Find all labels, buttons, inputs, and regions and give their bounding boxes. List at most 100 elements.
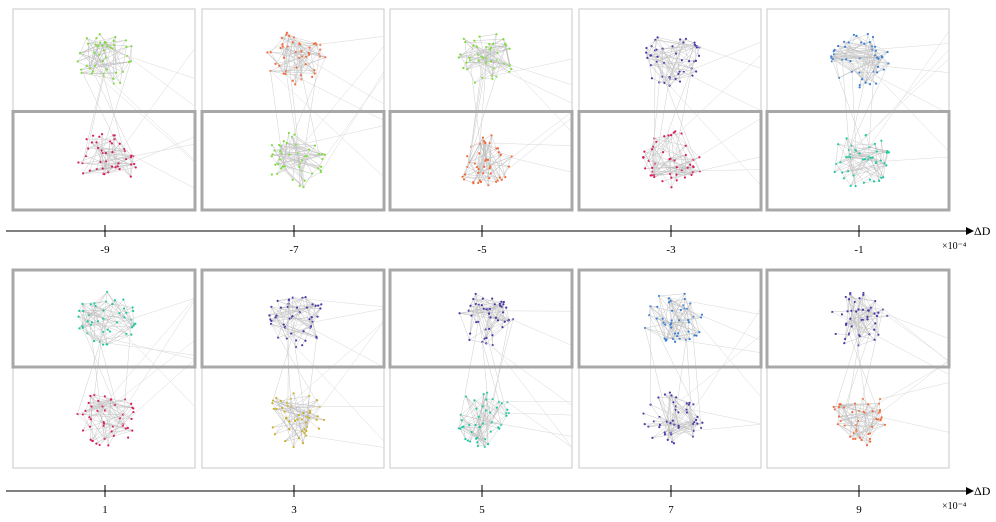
cross-edges: [831, 30, 950, 164]
node: [110, 430, 113, 433]
edge: [78, 310, 104, 317]
edge: [287, 46, 297, 68]
bottom-cluster-edges: [643, 131, 701, 188]
edge: [645, 52, 652, 66]
bottom-cluster-edges: [77, 394, 134, 446]
edge: [475, 412, 510, 439]
node: [655, 317, 658, 320]
node: [478, 152, 481, 155]
node: [672, 401, 675, 404]
node: [458, 312, 461, 315]
edge: [664, 62, 762, 111]
edge: [485, 329, 507, 413]
edge: [854, 301, 950, 339]
node: [311, 303, 314, 306]
node: [858, 334, 861, 338]
node: [866, 315, 869, 318]
node: [473, 162, 476, 165]
panel-2-4: [577, 268, 763, 469]
node: [500, 300, 503, 303]
edge: [288, 398, 291, 430]
edge: [112, 303, 133, 308]
edge: [664, 394, 674, 403]
edge: [868, 310, 879, 335]
node: [671, 45, 674, 48]
node: [308, 411, 312, 414]
axis-label: ΔD: [974, 484, 991, 498]
edge: [471, 298, 493, 316]
node: [80, 71, 83, 74]
node: [489, 60, 493, 63]
edge: [653, 146, 677, 181]
edge: [670, 416, 698, 433]
edge: [267, 37, 295, 53]
edge: [841, 59, 850, 155]
node: [125, 311, 128, 314]
node: [82, 309, 85, 312]
node: [653, 175, 656, 179]
edge: [465, 396, 484, 424]
node: [652, 420, 655, 423]
node: [304, 295, 307, 299]
edge: [99, 341, 196, 356]
edge: [77, 406, 103, 415]
edge: [669, 167, 677, 175]
node: [87, 401, 90, 404]
edge: [99, 136, 111, 142]
node: [871, 156, 874, 159]
edge: [90, 395, 94, 441]
edge: [674, 340, 687, 425]
edge: [281, 37, 300, 58]
edge: [878, 163, 885, 181]
node: [122, 298, 125, 301]
node: [126, 426, 129, 429]
edge: [490, 317, 514, 320]
node: [132, 324, 135, 327]
row-2: ΔD ×10⁻⁴ 1 3 5 7 9: [6, 268, 991, 516]
edge: [834, 144, 839, 173]
edge: [482, 304, 504, 343]
node: [692, 166, 695, 169]
node: [280, 36, 283, 40]
edge: [479, 426, 486, 440]
edge: [488, 117, 573, 186]
node: [275, 314, 278, 317]
node: [108, 330, 112, 333]
highlight-box: [388, 110, 574, 212]
edge: [678, 303, 691, 334]
node: [663, 431, 666, 434]
edge: [658, 397, 672, 435]
node: [287, 428, 291, 431]
node: [106, 343, 109, 346]
node: [102, 343, 105, 346]
edge: [105, 301, 125, 318]
node: [285, 33, 288, 36]
edge: [470, 298, 483, 307]
top-cluster-nodes: [458, 292, 515, 347]
edge: [82, 321, 88, 327]
edge: [684, 298, 694, 318]
node: [688, 338, 691, 341]
node: [470, 314, 473, 317]
edge: [467, 166, 479, 173]
node: [858, 71, 861, 74]
edge: [283, 42, 316, 58]
edge: [267, 52, 296, 85]
node: [830, 55, 833, 58]
edge: [107, 334, 132, 345]
node: [649, 54, 653, 57]
edge: [103, 40, 127, 75]
axis-arrow-icon: [966, 487, 974, 495]
edge: [467, 63, 487, 70]
node: [651, 166, 654, 170]
node: [662, 321, 665, 324]
edge: [91, 136, 100, 143]
node: [666, 438, 669, 441]
edge: [82, 303, 120, 314]
node: [867, 403, 870, 406]
edge: [280, 47, 315, 74]
node: [507, 165, 511, 168]
node: [475, 45, 478, 48]
node: [291, 41, 294, 44]
edge: [85, 76, 104, 157]
